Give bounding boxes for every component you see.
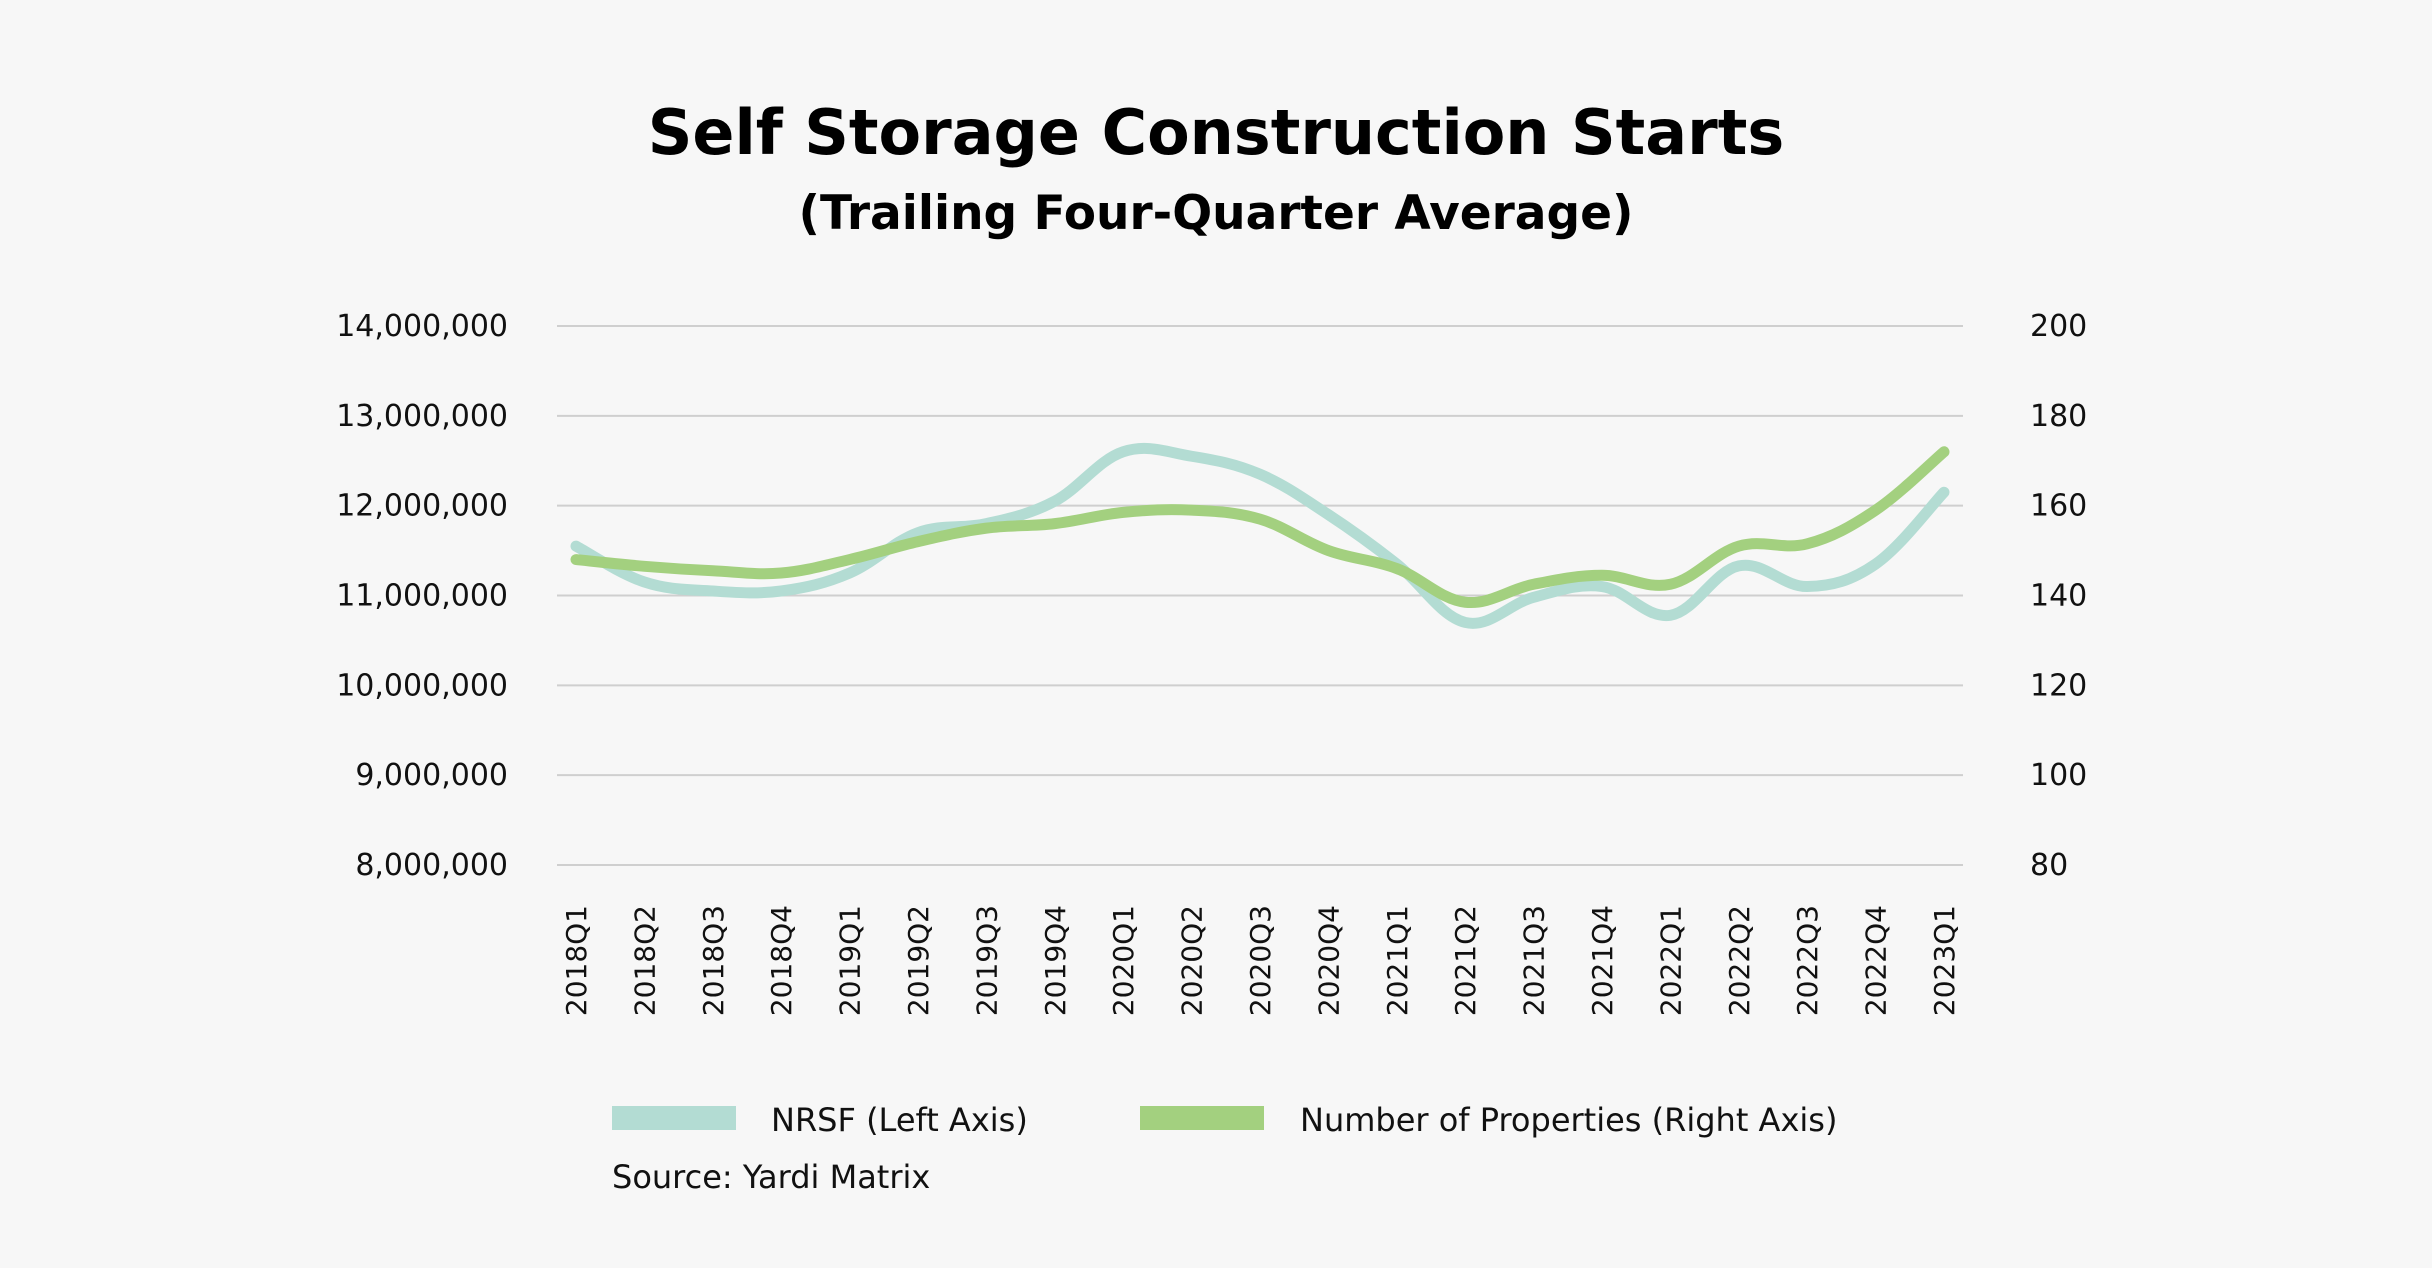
left-axis: 8,000,000 9,000,000 10,000,000 11,000,000 12… — [336, 309, 508, 883]
left-axis-tick-label: 10,000,000 — [336, 668, 508, 703]
series-line-properties — [570, 446, 1950, 609]
left-axis-tick-label: 11,000,000 — [336, 579, 508, 614]
x-axis-tick-label: 2021Q1 — [1381, 905, 1414, 1016]
legend-swatch-properties — [1140, 1106, 1264, 1130]
right-axis-tick-label: 180 — [2030, 399, 2087, 434]
left-axis-tick-label: 12,000,000 — [336, 489, 508, 524]
x-axis-tick-label: 2020Q1 — [1107, 905, 1140, 1016]
right-axis-tick-label: 160 — [2030, 489, 2087, 524]
legend-label-properties: Number of Properties (Right Axis) — [1300, 1101, 1837, 1139]
x-axis-tick-label: 2019Q4 — [1039, 905, 1072, 1016]
x-axis-tick-label: 2020Q2 — [1176, 905, 1209, 1016]
left-axis-tick-label: 14,000,000 — [336, 309, 508, 344]
x-axis-tick-label: 2021Q2 — [1449, 905, 1482, 1016]
x-axis-tick-label: 2019Q3 — [970, 905, 1003, 1016]
series-line-nrsf — [570, 442, 1950, 629]
x-axis-tick-label: 2018Q1 — [560, 905, 593, 1016]
left-axis-tick-label: 13,000,000 — [336, 399, 508, 434]
x-axis-tick-label: 2018Q2 — [628, 905, 661, 1016]
legend-label-nrsf: NRSF (Left Axis) — [771, 1101, 1028, 1139]
x-axis-tick-label: 2023Q1 — [1928, 905, 1961, 1016]
x-axis-tick-label: 2018Q4 — [765, 905, 798, 1016]
x-axis-tick-label: 2022Q1 — [1654, 905, 1687, 1016]
right-axis-tick-label: 140 — [2030, 579, 2087, 614]
left-axis-tick-label: 9,000,000 — [355, 758, 508, 793]
legend: NRSF (Left Axis) Number of Properties (R… — [612, 1101, 1837, 1139]
right-axis-tick-label: 120 — [2030, 668, 2087, 703]
x-axis-tick-label: 2019Q2 — [902, 905, 935, 1016]
x-axis-tick-label: 2021Q3 — [1518, 905, 1551, 1016]
right-axis-tick-label: 80 — [2030, 848, 2068, 883]
right-axis-tick-label: 200 — [2030, 309, 2087, 344]
right-axis: 80 100 120 140 160 180 200 — [2030, 309, 2087, 883]
chart-title: Self Storage Construction Starts — [648, 96, 1785, 169]
series-lines — [570, 442, 1950, 629]
x-axis-tick-label: 2022Q4 — [1860, 905, 1893, 1016]
x-axis-tick-label: 2022Q3 — [1791, 905, 1824, 1016]
legend-swatch-nrsf — [612, 1106, 736, 1130]
x-axis-tick-label: 2022Q2 — [1723, 905, 1756, 1016]
x-axis-tick-label: 2020Q3 — [1244, 905, 1277, 1016]
chart-subtitle: (Trailing Four-Quarter Average) — [798, 186, 1633, 241]
source-note: Source: Yardi Matrix — [612, 1158, 930, 1196]
x-axis: 2018Q1 2018Q2 2018Q3 2018Q4 2019Q1 2019Q2 2019… — [560, 905, 1961, 1016]
gridlines — [557, 325, 1963, 866]
x-axis-tick-label: 2018Q3 — [697, 905, 730, 1016]
x-axis-tick-label: 2019Q1 — [834, 905, 867, 1016]
x-axis-tick-label: 2020Q4 — [1312, 905, 1345, 1016]
right-axis-tick-label: 100 — [2030, 758, 2087, 793]
left-axis-tick-label: 8,000,000 — [355, 848, 508, 883]
x-axis-tick-label: 2021Q4 — [1586, 905, 1619, 1016]
